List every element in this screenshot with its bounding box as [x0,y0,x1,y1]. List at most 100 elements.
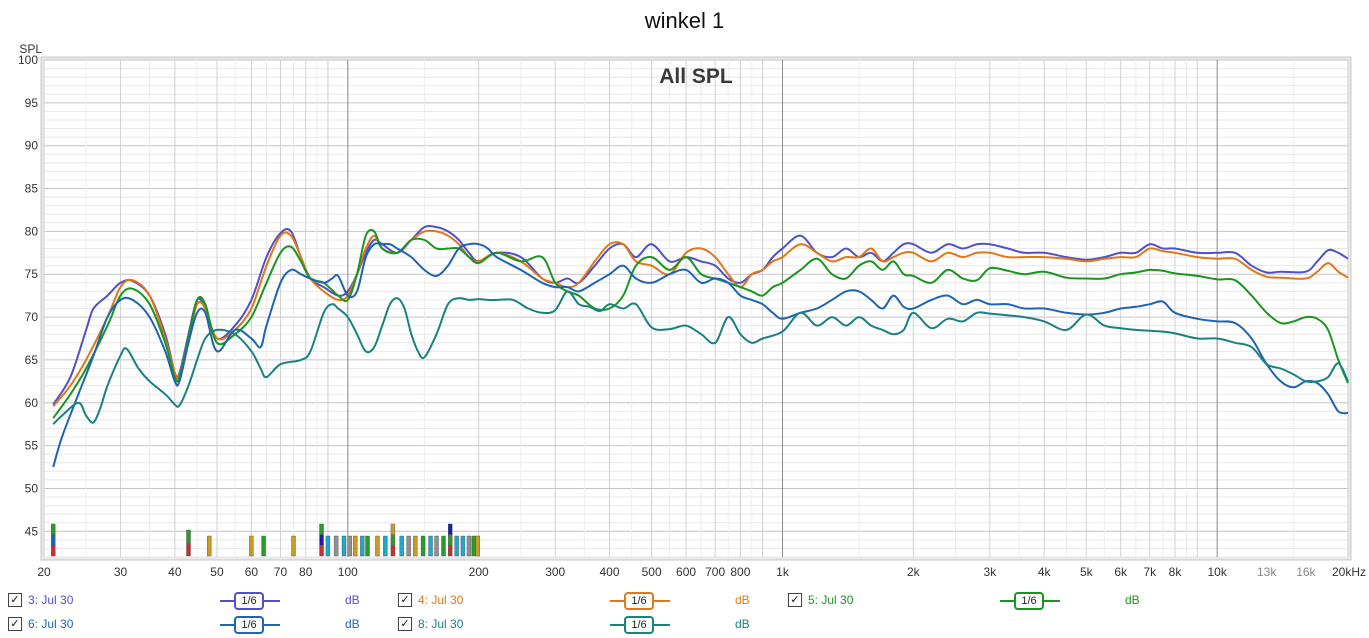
x-tick-label: 50 [210,565,224,579]
peak-marker [347,535,352,557]
peak-marker [413,535,418,557]
legend-item-5[interactable]: ✓ 5: Jul 30 1/6 dB [788,591,1168,611]
peak-marker [186,542,191,557]
x-tick-label: 2k [907,565,921,579]
smoothing-control-6[interactable]: 1/6 [220,616,280,634]
series-line-6 [52,242,1349,468]
x-tick-label: 10k [1207,565,1227,579]
peak-marker [466,535,472,557]
x-tick-label: 400 [599,565,619,579]
series-line-4 [52,229,1349,407]
peak-marker [319,523,324,535]
x-tick-label: 20kHz [1332,565,1366,579]
x-tick-label: 13k [1257,565,1277,579]
peak-marker [319,545,324,557]
peak-marker [383,535,388,557]
chart-title: All SPL [659,65,733,88]
y-tick-label: 80 [25,224,39,238]
y-tick-label: 60 [25,396,39,410]
legend-unit-4: dB [735,593,750,607]
peak-marker [249,535,254,557]
legend-unit-3: dB [345,593,360,607]
peak-marker [420,535,426,557]
x-tick-label: 800 [730,565,750,579]
smoothing-value-5: 1/6 [1014,592,1044,610]
legend-checkbox-5[interactable]: ✓ [788,593,802,607]
x-tick-label: 20 [37,565,51,579]
legend-checkbox-3[interactable]: ✓ [8,593,22,607]
peak-marker [51,534,56,546]
legend-label-8: 8: Jul 30 [418,617,464,631]
smoothing-value-8: 1/6 [624,616,654,634]
smoothing-control-3[interactable]: 1/6 [220,592,280,610]
peak-marker [51,523,56,535]
legend-label-6: 6: Jul 30 [28,617,74,631]
peak-marker [207,535,212,557]
smoothing-control-5[interactable]: 1/6 [1000,592,1060,610]
y-tick-label: 70 [25,310,39,324]
x-tick-label: 700 [705,565,725,579]
x-tick-label: 500 [642,565,662,579]
legend-row-1: ✓ 3: Jul 30 1/6 dB ✓ 4: Jul 30 1/6 dB ✓ … [0,591,1369,611]
peak-marker [261,535,266,557]
peak-marker [365,535,370,557]
peak-marker [319,534,324,546]
x-tick-label: 4k [1038,565,1052,579]
x-tick-label: 300 [545,565,565,579]
x-tick-label: 3k [984,565,998,579]
peak-marker [447,545,453,557]
window-title: winkel 1 [644,8,725,33]
x-tick-label: 70 [274,565,288,579]
y-tick-label: 90 [25,139,39,153]
smoothing-control-4[interactable]: 1/6 [610,592,670,610]
spl-chart[interactable]: 100 95 90 85 80 75 70 65 60 55 50 45 SPL 20 30 40 50 60 70… [0,0,1369,580]
peak-marker [341,535,347,557]
y-tick-label: 45 [25,524,39,538]
legend-checkbox-8[interactable]: ✓ [398,617,412,631]
x-tick-label: 80 [299,565,313,579]
legend-checkbox-4[interactable]: ✓ [398,593,412,607]
peak-marker [186,529,191,544]
x-tick-label: 100 [338,565,358,579]
y-tick-label: 55 [25,439,39,453]
peak-marker [460,535,466,557]
legend-checkbox-6[interactable]: ✓ [8,617,22,631]
x-tick-label: 5k [1080,565,1094,579]
smoothing-control-8[interactable]: 1/6 [610,616,670,634]
peak-marker [325,535,331,557]
peak-marker [291,535,296,557]
series-line-3 [52,224,1349,406]
x-tick-label: 7k [1143,565,1157,579]
y-tick-label: 95 [25,96,39,110]
legend-unit-5: dB [1125,593,1140,607]
legend-item-4[interactable]: ✓ 4: Jul 30 1/6 dB [398,591,778,611]
peak-marker [390,534,396,546]
legend-unit-8: dB [735,617,750,631]
peak-marker [399,535,404,557]
y-tick-label: 85 [25,182,39,196]
peak-marker [471,535,477,557]
legend-label-3: 3: Jul 30 [28,593,74,607]
y-axis-label: SPL [19,42,42,56]
peak-marker [406,535,411,557]
legend-item-8[interactable]: ✓ 8: Jul 30 1/6 dB [398,615,778,635]
y-tick-label: 75 [25,267,39,281]
series-line-8 [52,290,1349,425]
peak-marker [447,523,453,535]
peak-marker [441,535,446,557]
peak-marker [434,535,439,557]
peak-marker [333,535,339,557]
legend-item-3[interactable]: ✓ 3: Jul 30 1/6 dB [8,591,388,611]
x-tick-label: 8k [1169,565,1183,579]
x-tick-label: 40 [168,565,182,579]
legend-item-6[interactable]: ✓ 6: Jul 30 1/6 dB [8,615,388,635]
y-tick-label: 100 [18,53,38,67]
peak-marker [360,535,365,557]
peak-marker [353,535,358,557]
x-tick-label: 6k [1114,565,1128,579]
x-tick-label: 1k [776,565,790,579]
series-line-5 [52,228,1349,419]
y-tick-label: 65 [25,353,39,367]
peak-marker [390,545,396,557]
legend-unit-6: dB [345,617,360,631]
